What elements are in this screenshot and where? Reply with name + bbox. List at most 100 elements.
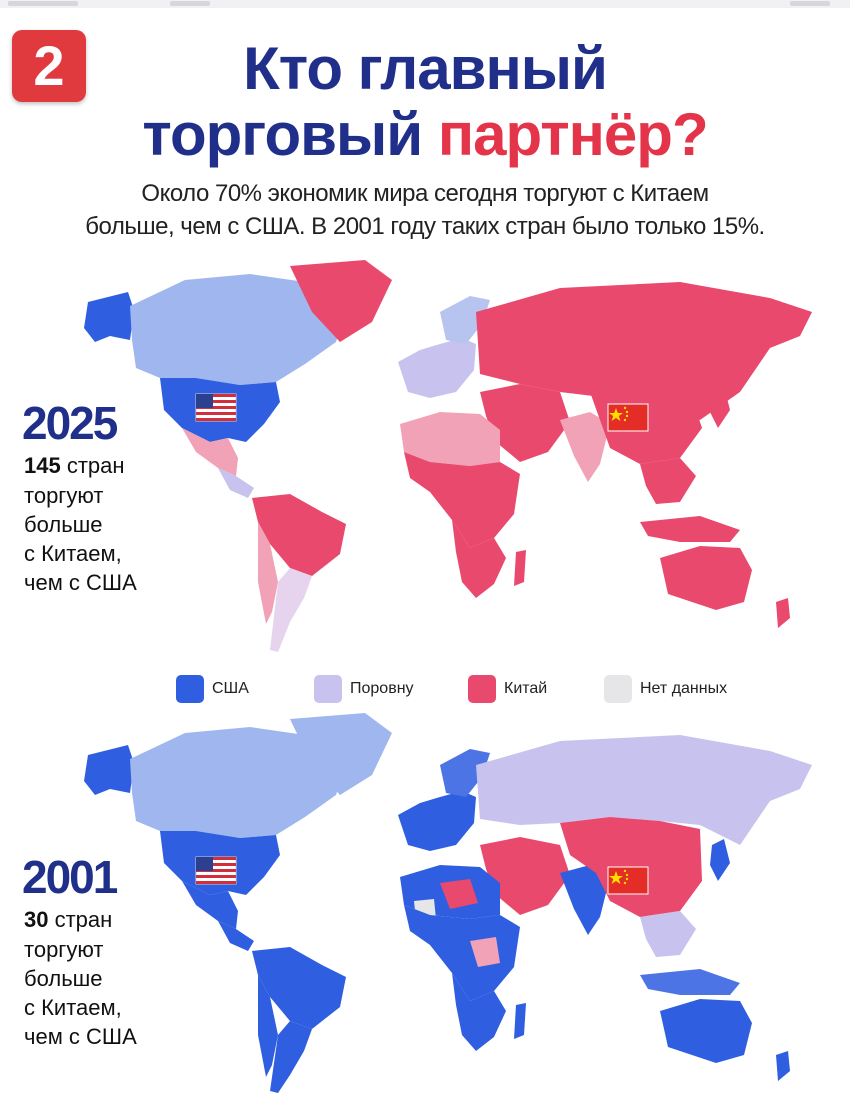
south-america-region <box>252 494 346 652</box>
indonesia <box>640 969 740 995</box>
caption-line: с Китаем, <box>24 541 122 566</box>
russia-asia <box>476 282 812 420</box>
central-america <box>218 468 254 498</box>
section-number-badge: 2 <box>12 30 86 102</box>
india <box>560 865 610 935</box>
strip-mark <box>170 1 210 6</box>
australia <box>660 546 752 610</box>
africa-china-block <box>440 879 478 909</box>
legend-item-nodata: Нет данных <box>604 674 727 704</box>
top-strip <box>0 0 850 8</box>
north-america-region <box>84 260 392 498</box>
madagascar <box>514 1003 526 1039</box>
southeast-asia <box>640 458 696 504</box>
africa-region <box>400 865 526 1051</box>
australia <box>660 999 752 1063</box>
south-america-north <box>252 494 346 576</box>
greenland <box>290 260 392 342</box>
canada <box>130 727 345 838</box>
canada <box>130 274 345 385</box>
alaska <box>84 292 134 342</box>
caption-line: торгуют <box>24 483 104 508</box>
map-legend: США Поровну Китай Нет данных <box>0 672 850 706</box>
legend-label: Китай <box>504 680 548 697</box>
greenland <box>290 713 392 795</box>
new-zealand <box>776 598 790 628</box>
scandinavia <box>440 296 490 344</box>
legend-swatch <box>176 675 204 703</box>
legend-label: Поровну <box>350 680 414 697</box>
page-title-line1: Кто главный <box>243 35 608 102</box>
india <box>560 412 610 482</box>
legend-item-equal: Поровну <box>314 674 414 704</box>
central-africa <box>404 905 520 1001</box>
southern-africa <box>452 520 506 598</box>
eurasia-region <box>398 282 812 542</box>
world-map-2001 <box>84 713 812 1093</box>
north-africa <box>400 412 500 466</box>
central-africa <box>404 452 520 548</box>
africa-equal-block <box>470 937 500 967</box>
south-america-south <box>270 568 312 652</box>
strip-mark <box>8 1 78 6</box>
country-count-2025: 145 стран <box>24 452 125 480</box>
central-america <box>218 921 254 951</box>
japan <box>710 386 730 428</box>
southeast-asia <box>640 911 696 957</box>
legend-label: Нет данных <box>640 680 728 697</box>
title-accent: партнёр? <box>437 101 709 168</box>
count-number: 145 <box>24 453 61 478</box>
mexico <box>182 881 238 929</box>
legend-swatch <box>314 675 342 703</box>
world-map-2025 <box>84 260 812 652</box>
japan <box>710 839 730 881</box>
china-flag-icon <box>607 866 649 895</box>
subtitle-line2: больше, чем с США. В 2001 году таких стр… <box>85 213 765 240</box>
south-america-west <box>258 522 278 624</box>
country-count-2001: 30 стран <box>24 906 112 934</box>
subtitle-line1: Около 70% экономик мира сегодня торгуют … <box>141 180 709 207</box>
caption-line: с Китаем, <box>24 995 122 1020</box>
caption-line: больше <box>24 512 103 537</box>
caption-line: торгуют <box>24 937 104 962</box>
madagascar <box>514 550 526 586</box>
oceania-region <box>660 546 790 628</box>
indonesia <box>640 516 740 542</box>
south-america-region <box>252 947 346 1093</box>
china-flag-icon <box>607 403 649 432</box>
page-title-line2: торговый партнёр? <box>100 104 750 166</box>
north-america-region <box>84 713 392 951</box>
scandinavia <box>440 749 490 797</box>
title-prefix: торговый <box>142 101 438 168</box>
africa-region <box>400 412 526 598</box>
caption-line: больше <box>24 966 103 991</box>
new-zealand <box>776 1051 790 1081</box>
mexico <box>182 428 238 476</box>
middle-east <box>480 384 570 462</box>
count-suffix: стран <box>48 907 113 932</box>
us-flag-icon <box>195 856 237 885</box>
western-europe <box>398 791 476 851</box>
us-flag-icon <box>195 393 237 422</box>
south-america-west <box>258 975 278 1077</box>
legend-item-usa: США <box>176 674 249 704</box>
legend-swatch <box>604 675 632 703</box>
south-america-north <box>252 947 346 1029</box>
count-suffix: стран <box>60 453 125 478</box>
year-label-2001: 2001 <box>22 851 118 903</box>
western-europe <box>398 338 476 398</box>
strip-mark <box>790 1 830 6</box>
caption-line: чем с США <box>24 1024 137 1049</box>
middle-east <box>480 837 570 915</box>
year-label-2025: 2025 <box>22 397 118 449</box>
legend-label: США <box>212 680 249 697</box>
south-america-south <box>270 1021 312 1093</box>
southern-africa <box>452 973 506 1051</box>
count-number: 30 <box>24 907 49 932</box>
oceania-region <box>660 999 790 1081</box>
legend-swatch <box>468 675 496 703</box>
alaska <box>84 745 134 795</box>
russia-asia <box>476 735 812 845</box>
legend-item-china: Китай <box>468 674 547 704</box>
caption-line: чем с США <box>24 570 137 595</box>
